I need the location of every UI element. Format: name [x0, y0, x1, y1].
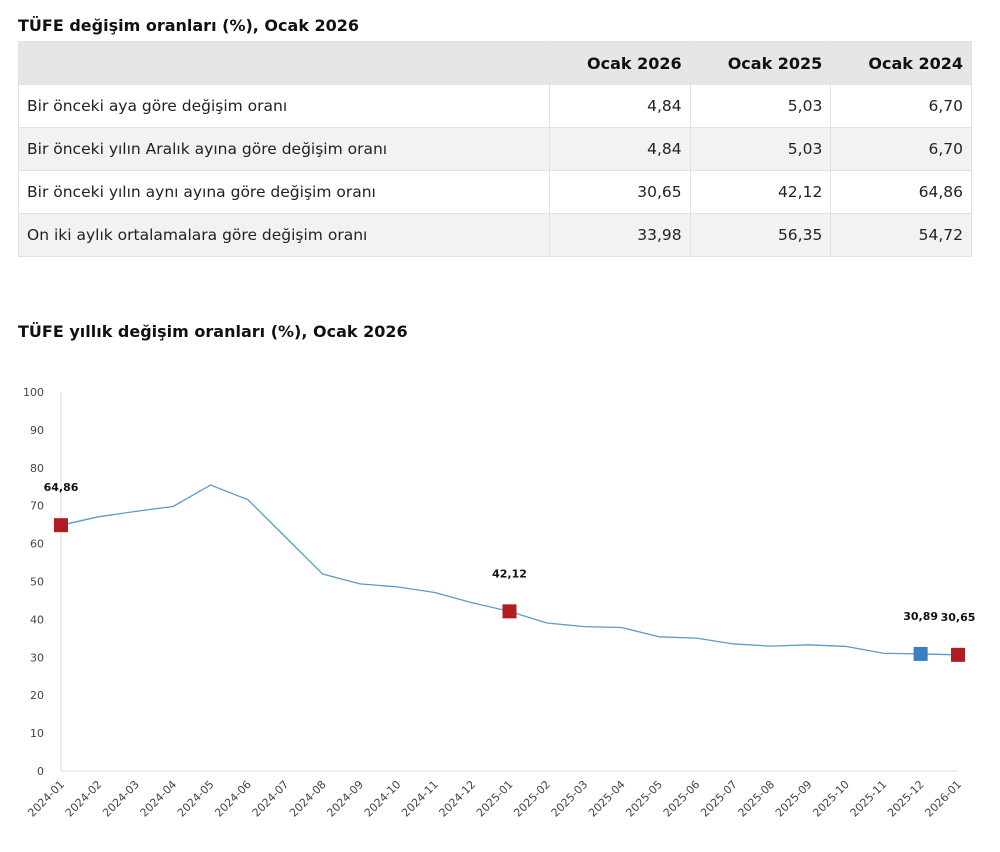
row-value: 6,70 [830, 127, 972, 171]
x-tick-label: 2025-06 [661, 778, 703, 820]
x-tick-label: 2025-01 [474, 778, 516, 820]
x-tick-label: 2025-04 [586, 778, 628, 820]
x-tick-label: 2025-07 [698, 778, 740, 820]
y-tick-label: 100 [23, 386, 44, 399]
data-label: 30,89 [903, 610, 938, 623]
data-point-marker [913, 646, 928, 661]
y-tick-label: 60 [30, 538, 44, 551]
cpi-table: Ocak 2026 Ocak 2025 Ocak 2024 Bir önceki… [18, 41, 972, 257]
row-value: 33,98 [549, 213, 691, 257]
x-tick-label: 2024-03 [100, 778, 142, 820]
row-value: 6,70 [830, 84, 972, 128]
header-ocak-2026: Ocak 2026 [549, 41, 691, 85]
y-tick-label: 40 [30, 613, 44, 626]
row-value: 56,35 [689, 213, 832, 257]
row-value: 42,12 [689, 170, 832, 214]
y-tick-label: 70 [30, 500, 44, 513]
x-tick-label: 2024-09 [324, 778, 366, 820]
y-tick-label: 80 [30, 462, 44, 475]
y-tick-label: 0 [37, 765, 44, 778]
x-tick-label: 2024-04 [138, 778, 180, 820]
x-tick-label: 2024-10 [362, 778, 404, 820]
chart-title: TÜFE yıllık değişim oranları (%), Ocak 2… [18, 322, 408, 341]
data-point-marker [951, 647, 965, 662]
row-label: Bir önceki yılın Aralık ayına göre değiş… [18, 127, 550, 171]
line-chart: 01020304050607080901002024-012024-022024… [23, 386, 976, 820]
header-label [18, 41, 550, 85]
row-value: 30,65 [549, 170, 691, 214]
data-label: 64,86 [44, 481, 79, 494]
data-label: 30,65 [941, 611, 976, 624]
x-tick-label: 2024-02 [63, 778, 105, 820]
row-value: 5,03 [689, 84, 832, 128]
x-tick-label: 2025-05 [623, 778, 665, 820]
table-row: Bir önceki yılın aynı ayına göre değişim… [18, 170, 972, 214]
x-tick-label: 2025-08 [736, 778, 778, 820]
table-row: Bir önceki aya göre değişim oranı 4,84 5,0… [18, 84, 972, 128]
y-tick-label: 10 [30, 727, 44, 740]
x-tick-label: 2026-01 [922, 778, 964, 820]
x-tick-label: 2024-05 [175, 778, 217, 820]
x-tick-label: 2024-11 [399, 778, 441, 820]
data-point-marker [502, 604, 517, 619]
row-label: Bir önceki yılın aynı ayına göre değişim… [18, 170, 550, 214]
x-tick-label: 2024-08 [287, 778, 329, 820]
x-tick-label: 2024-07 [250, 778, 292, 820]
x-tick-label: 2025-02 [511, 778, 553, 820]
x-tick-label: 2024-12 [437, 778, 479, 820]
row-value: 5,03 [689, 127, 832, 171]
table-row: Bir önceki yılın Aralık ayına göre değiş… [18, 127, 972, 171]
data-point-marker [54, 518, 68, 533]
row-value: 64,86 [830, 170, 972, 214]
row-label: Bir önceki aya göre değişim oranı [18, 84, 550, 128]
y-tick-label: 50 [30, 576, 44, 589]
row-value: 4,84 [549, 84, 691, 128]
y-tick-label: 90 [30, 424, 44, 437]
header-ocak-2024: Ocak 2024 [830, 41, 972, 85]
x-tick-label: 2025-11 [848, 778, 890, 820]
header-ocak-2025: Ocak 2025 [689, 41, 832, 85]
y-tick-label: 30 [30, 651, 44, 664]
x-tick-label: 2025-10 [810, 778, 852, 820]
x-tick-label: 2024-01 [25, 778, 67, 820]
data-label: 42,12 [492, 567, 527, 580]
y-tick-label: 20 [30, 689, 44, 702]
x-tick-label: 2025-09 [773, 778, 815, 820]
x-tick-label: 2025-03 [549, 778, 591, 820]
row-value: 4,84 [549, 127, 691, 171]
x-tick-label: 2025-12 [885, 778, 927, 820]
table-row: On iki aylık ortalamalara göre değişim o… [18, 213, 972, 257]
x-tick-label: 2024-06 [212, 778, 254, 820]
table-header-row: Ocak 2026 Ocak 2025 Ocak 2024 [18, 41, 972, 85]
row-label: On iki aylık ortalamalara göre değişim o… [18, 213, 550, 257]
table-title: TÜFE değişim oranları (%), Ocak 2026 [18, 16, 360, 35]
row-value: 54,72 [830, 213, 972, 257]
